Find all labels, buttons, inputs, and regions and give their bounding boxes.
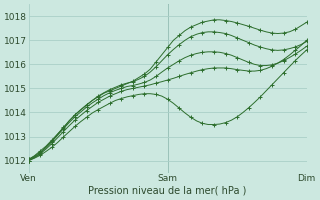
X-axis label: Pression niveau de la mer( hPa ): Pression niveau de la mer( hPa ) [88, 186, 247, 196]
